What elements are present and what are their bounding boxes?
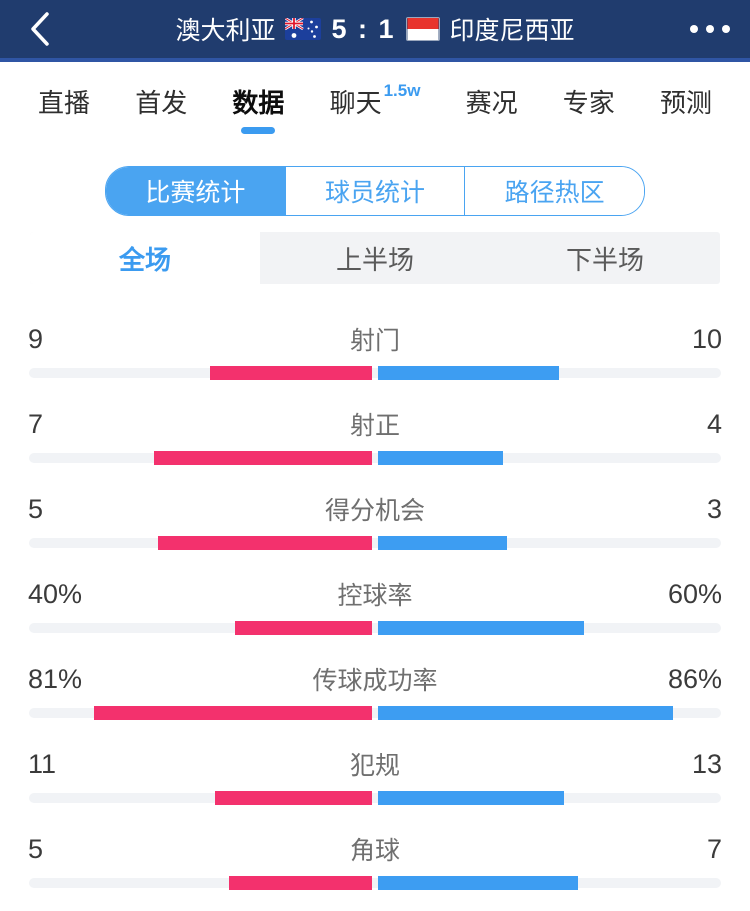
match-header: 澳大利亚 5 : 1 印度尼西亚 (0, 0, 750, 62)
stat-label: 传球成功率 (312, 667, 438, 695)
home-team-bar (210, 366, 372, 380)
stat-bar (29, 876, 721, 890)
tab-data[interactable]: 数据 (232, 62, 284, 140)
stat-bar (29, 366, 721, 380)
away-team-bar (378, 366, 559, 380)
period-full-match[interactable]: 全场 (30, 232, 260, 284)
match-score: 5 : 1 (331, 13, 396, 44)
home-team-bar (235, 621, 372, 635)
stat-bar (29, 706, 721, 720)
stat-row: 9 射门 10 (0, 310, 750, 395)
home-team-bar (229, 876, 372, 890)
away-team-name: 印度尼西亚 (449, 17, 575, 45)
stat-row: 81% 传球成功率 86% (0, 650, 750, 735)
away-stat-value: 60% (667, 578, 722, 609)
home-team-bar (94, 706, 372, 720)
stat-row: 40% 控球率 60% (0, 565, 750, 650)
away-stat-value: 13 (691, 748, 722, 779)
stat-label: 角球 (349, 837, 400, 865)
home-stat-value: 40% (28, 578, 83, 609)
period-second-half[interactable]: 下半场 (565, 244, 644, 275)
away-team-bar (378, 706, 673, 720)
home-team-bar (158, 536, 372, 550)
home-stat-value: 9 (28, 323, 44, 354)
stat-label: 控球率 (337, 582, 413, 610)
stat-row: 5 得分机会 3 (0, 480, 750, 565)
tab-live-broadcast[interactable]: 直播 (38, 87, 91, 118)
chat-count-badge: 1.5w (383, 81, 421, 100)
main-tabbar: 直播 首发 数据 聊天 1.5w 赛况 专家 预测 (0, 62, 750, 140)
chevron-left-icon (31, 12, 49, 46)
stat-bar-track (29, 538, 721, 548)
away-team-bar (378, 451, 503, 465)
tab-starting-lineup[interactable]: 首发 (135, 87, 188, 118)
away-stat-value: 4 (706, 408, 722, 439)
period-switcher: 全场 上半场 下半场 (30, 232, 720, 284)
home-stat-value: 7 (28, 408, 44, 439)
home-stat-value: 5 (28, 493, 44, 524)
indonesia-flag-icon (405, 17, 440, 41)
stat-bar (29, 621, 721, 635)
stat-bar-track (29, 878, 721, 888)
period-first-half[interactable]: 上半场 (335, 244, 414, 275)
home-team-bar (154, 451, 372, 465)
home-stat-value: 11 (28, 748, 57, 779)
stat-label: 射正 (349, 412, 400, 440)
segment-player-stats[interactable]: 球员统计 (284, 167, 465, 215)
segment-heatmap[interactable]: 路径热区 (464, 167, 644, 215)
tab-prediction[interactable]: 预测 (659, 87, 712, 118)
home-stat-value: 5 (28, 833, 44, 864)
stat-bar-track (29, 453, 721, 463)
away-team-bar (378, 621, 584, 635)
away-stat-value: 3 (706, 493, 722, 524)
stat-row: 7 射正 4 (0, 395, 750, 480)
stat-bar (29, 791, 721, 805)
home-team-name: 澳大利亚 (175, 17, 276, 45)
stat-bar-track (29, 793, 721, 803)
away-stat-value: 10 (691, 323, 722, 354)
stat-label: 射门 (349, 327, 400, 355)
selected-tab-indicator (241, 127, 276, 134)
away-stat-value: 7 (706, 833, 722, 864)
ellipsis-icon (690, 25, 698, 33)
home-stat-value: 81% (28, 663, 83, 694)
stat-bar-track (29, 623, 721, 633)
match-title: 澳大利亚 5 : 1 印度尼西亚 (80, 11, 670, 47)
back-button[interactable] (0, 0, 80, 60)
tab-chat[interactable]: 聊天 1.5w (329, 81, 421, 118)
stat-bar-track (29, 368, 721, 378)
stat-bar-track (29, 708, 721, 718)
away-team-bar (378, 791, 564, 805)
more-options-button[interactable] (670, 0, 750, 60)
stat-bar (29, 536, 721, 550)
australia-flag-icon (285, 18, 322, 40)
away-stat-value: 86% (667, 663, 722, 694)
stat-bar (29, 451, 721, 465)
stats-type-switcher: 比赛统计 球员统计 路径热区 (105, 166, 645, 216)
tab-experts[interactable]: 专家 (562, 87, 615, 118)
tab-match-situation[interactable]: 赛况 (465, 87, 518, 118)
stat-label: 犯规 (349, 752, 400, 780)
stat-label: 得分机会 (324, 497, 425, 525)
away-team-bar (378, 536, 507, 550)
stat-row: 5 角球 7 (0, 820, 750, 905)
away-team-bar (378, 876, 578, 890)
segment-match-stats[interactable]: 比赛统计 (106, 167, 285, 215)
match-stats-list: 9 射门 10 7 射正 4 5 得分机会 3 (0, 310, 750, 905)
stat-row: 11 犯规 13 (0, 735, 750, 820)
home-team-bar (215, 791, 372, 805)
